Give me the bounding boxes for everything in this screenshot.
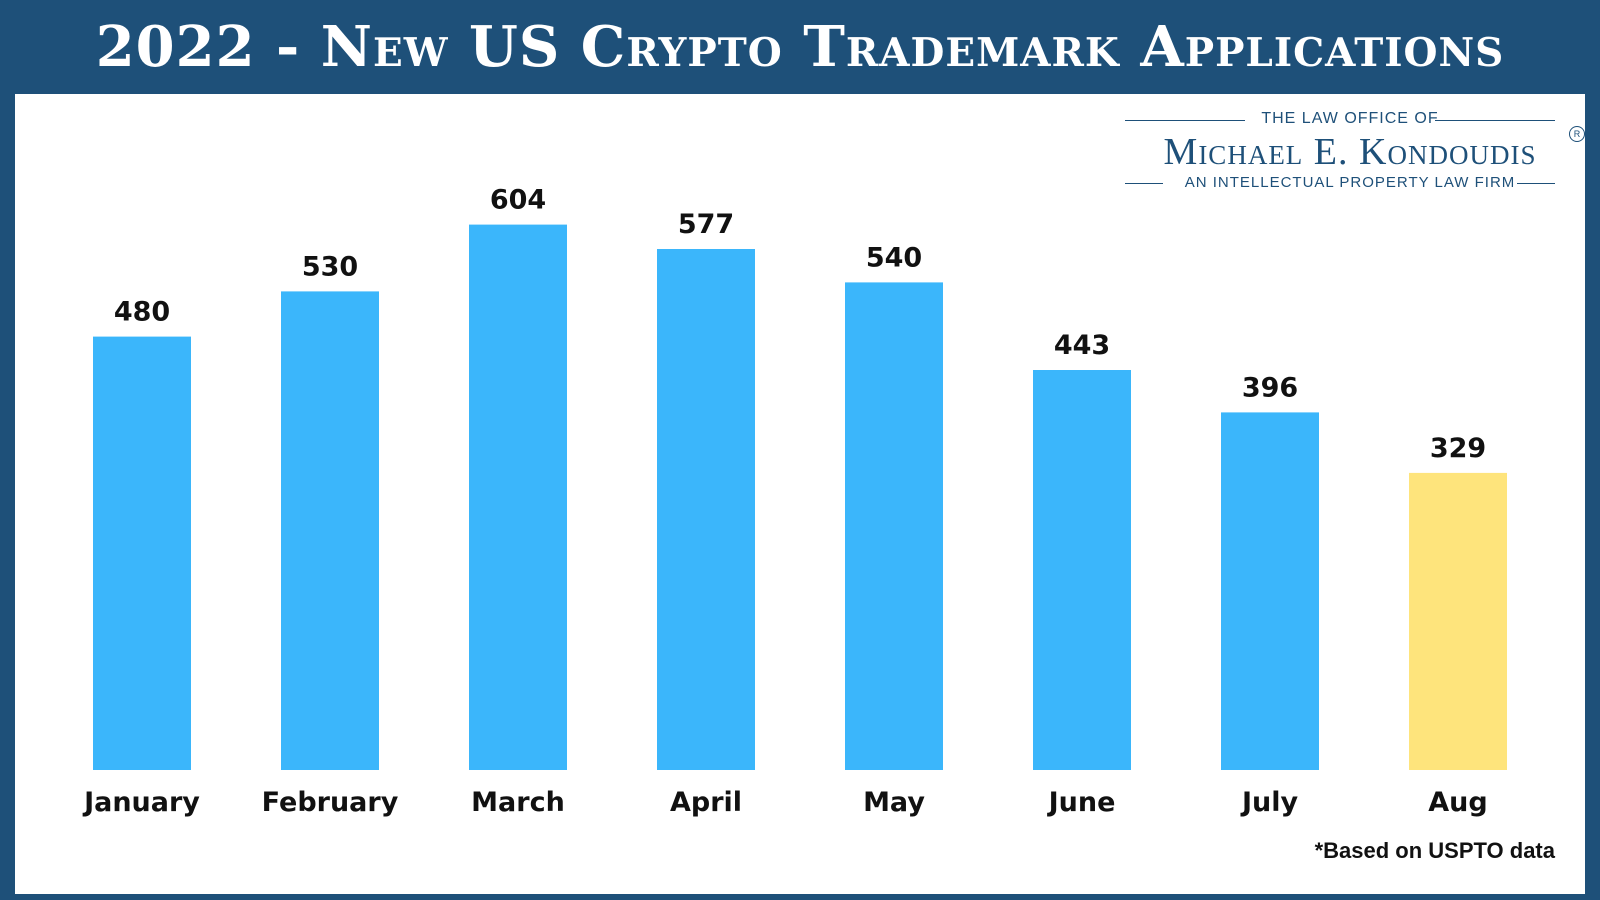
bar-june — [1033, 370, 1131, 770]
bar-april — [657, 249, 755, 770]
data-label-april: 577 — [678, 209, 734, 240]
registered-mark-icon: R — [1569, 126, 1585, 142]
category-label-april: April — [670, 787, 742, 818]
law-firm-logo: THE LAW OFFICE OF Michael E. Kondoudis R… — [1125, 110, 1585, 200]
bar-aug — [1409, 472, 1507, 770]
logo-top-line: THE LAW OFFICE OF — [1261, 110, 1439, 127]
data-label-february: 530 — [302, 251, 358, 282]
category-label-march: March — [471, 787, 565, 818]
data-label-july: 396 — [1242, 372, 1298, 403]
data-label-june: 443 — [1054, 330, 1110, 361]
bar-february — [281, 291, 379, 770]
logo-tagline: AN INTELLECTUAL PROPERTY LAW FIRM — [1184, 174, 1516, 191]
category-label-february: February — [262, 787, 399, 818]
source-footnote: *Based on USPTO data — [1314, 838, 1555, 863]
category-label-june: June — [1047, 787, 1116, 818]
bar-chart: 480 January 530 February 604 March 577 April 540… — [82, 185, 1507, 818]
data-label-january: 480 — [114, 297, 170, 328]
category-label-may: May — [863, 787, 925, 818]
chart-panel: 480 January 530 February 604 March 577 April 540… — [15, 94, 1585, 894]
data-label-aug: 329 — [1430, 433, 1486, 464]
category-label-july: July — [1240, 787, 1299, 818]
bar-july — [1221, 412, 1319, 770]
bar-january — [93, 336, 191, 770]
data-label-march: 604 — [490, 185, 546, 216]
data-label-may: 540 — [866, 242, 922, 273]
logo-firm-name: Michael E. Kondoudis — [1163, 131, 1537, 173]
bar-march — [469, 224, 567, 771]
chart-title: 2022 - New US Crypto Trademark Applicati… — [95, 14, 1505, 80]
bar-may — [845, 282, 943, 770]
category-label-january: January — [82, 787, 200, 818]
category-label-aug: Aug — [1428, 787, 1487, 818]
